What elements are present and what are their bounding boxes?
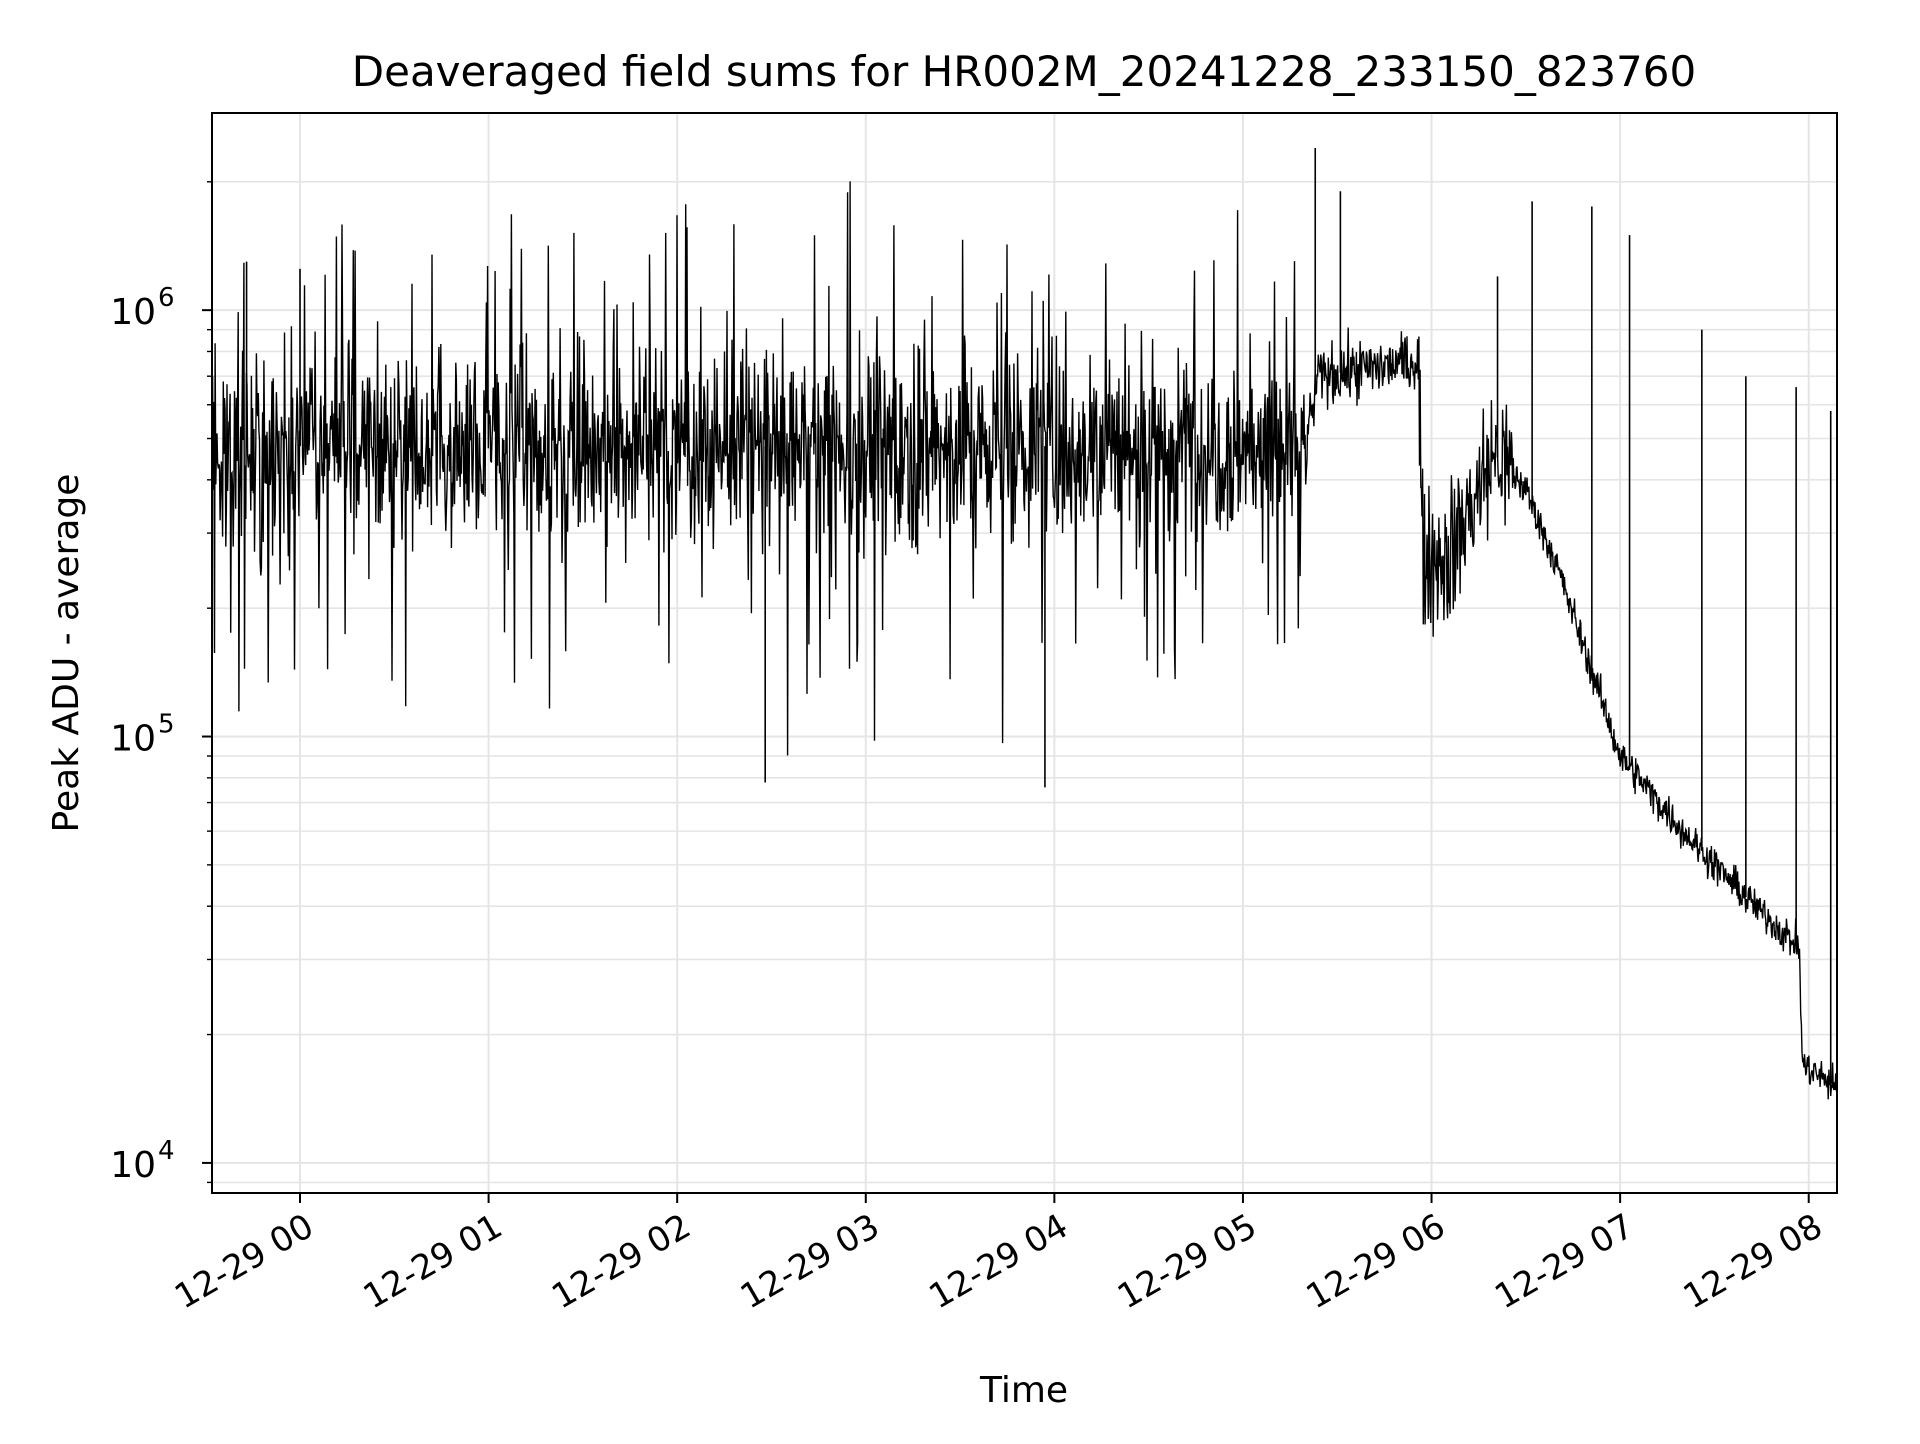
x-axis: 12-29 00 12-29 01 12-29 02 12-29 03 12-29 04…: [168, 1193, 1829, 1317]
x-tick-label: 12-29 06: [1300, 1206, 1452, 1317]
grid: [212, 113, 1837, 1193]
chart-title: Deaveraged field sums for HR002M_2024122…: [352, 47, 1696, 96]
x-tick-label: 12-29 00: [168, 1206, 320, 1317]
y-tick-exponent: 6: [158, 283, 175, 313]
series-path: [211, 181, 1838, 1100]
x-tick-label: 12-29 04: [922, 1206, 1074, 1317]
y-tick-exponent: 4: [158, 1136, 175, 1166]
y-tick-label: 10: [110, 719, 156, 760]
y-axis-label: Peak ADU - average: [46, 474, 87, 833]
x-tick-label: 12-29 02: [545, 1206, 697, 1317]
y-tick-label: 10: [110, 1145, 156, 1186]
x-axis-label: Time: [979, 1370, 1068, 1411]
series-line: [211, 148, 1838, 1100]
y-tick-label: 10: [110, 292, 156, 333]
x-tick-label: 12-29 05: [1111, 1206, 1263, 1317]
x-tick-label: 12-29 01: [357, 1206, 509, 1317]
y-tick-exponent: 5: [158, 710, 175, 740]
x-tick-label: 12-29 07: [1488, 1206, 1640, 1317]
x-tick-label: 12-29 08: [1677, 1206, 1829, 1317]
plot-frame: [211, 112, 1838, 1194]
x-tick-label: 12-29 03: [734, 1206, 886, 1317]
